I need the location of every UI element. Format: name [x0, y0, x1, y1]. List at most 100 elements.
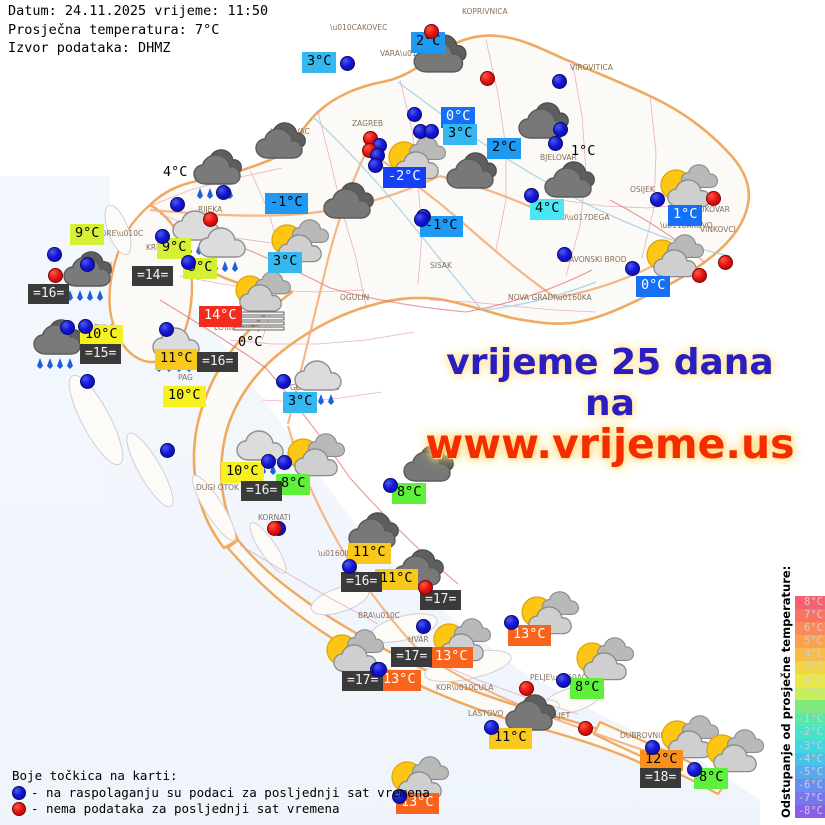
weather-icon-cloud-dark: [541, 159, 603, 203]
pressure-mark-label: =15=: [80, 344, 122, 364]
svg-text:BRA\u010C: BRA\u010C: [358, 611, 400, 620]
scale-segment: 1°C: [795, 687, 825, 701]
station-dot-available: [80, 257, 95, 272]
station-dot-available: [524, 188, 539, 203]
station-temperature-label: -1°C: [420, 216, 463, 237]
station-temperature-label: 12°C: [640, 750, 683, 771]
station-dot-available: [407, 107, 422, 122]
svg-text:SLAVONSKI BROD: SLAVONSKI BROD: [560, 255, 627, 264]
header-data-source: Izvor podataka: DHMZ: [8, 40, 171, 57]
weather-icon-sun-cloud: [570, 636, 636, 686]
station-dot-no-data: [519, 681, 534, 696]
station-temperature-label: 13°C: [430, 647, 473, 668]
scale-segment: 8°C: [795, 596, 825, 610]
pressure-mark-label: =16=: [241, 481, 283, 501]
header-info: Datum: 24.11.2025 vrijeme: 11:50 Prosječ…: [8, 2, 268, 58]
weather-icon-sun-cloud: [655, 714, 721, 764]
svg-text:VUKOVAR: VUKOVAR: [694, 205, 730, 214]
svg-text:PO\u017DEGA: PO\u017DEGA: [556, 213, 610, 222]
station-temperature-label: 3°C: [268, 252, 303, 273]
svg-text:PORE\u010C: PORE\u010C: [96, 229, 143, 238]
svg-text:\u010CAKOVEC: \u010CAKOVEC: [330, 23, 387, 32]
station-dot-available: [416, 619, 431, 634]
svg-text:VARA\u017DDIN: VARA\u017DDIN: [380, 49, 441, 58]
station-temperature-label: 9°C: [70, 224, 105, 245]
station-dot-available: [159, 322, 174, 337]
station-dot-no-data: [418, 580, 433, 595]
svg-text:\u0160IBENIK: \u0160IBENIK: [318, 549, 370, 558]
pressure-mark-label: =18=: [640, 768, 682, 788]
scale-segment: [795, 700, 825, 714]
station-dot-available: [645, 740, 660, 755]
pressure-mark-label: =14=: [132, 266, 174, 286]
station-dot-available: [424, 124, 439, 139]
pressure-mark-label: =17=: [391, 647, 433, 667]
station-dot-available: [548, 136, 563, 151]
weather-icon-cloud-dark: [252, 120, 314, 164]
station-temperature-label: 0°C: [238, 334, 263, 350]
station-dot-available: [277, 455, 292, 470]
weather-icon-sun-cloud: [281, 432, 347, 482]
station-temperature-label: 3°C: [283, 392, 318, 413]
legend-red-text: - nema podataka za posljednji sat vremen…: [31, 801, 340, 816]
station-dot-available: [625, 261, 640, 276]
station-dot-no-data: [267, 521, 282, 536]
station-dot-available: [556, 673, 571, 688]
station-temperature-label: -2°C: [383, 167, 426, 188]
station-dot-available: [78, 319, 93, 334]
legend-item-red: - nema podataka za posljednji sat vremen…: [12, 801, 430, 816]
scale-segment: 4°C: [795, 648, 825, 662]
station-temperature-label: 8°C: [570, 678, 605, 699]
station-dot-available: [340, 56, 355, 71]
scale-segment: 3°C: [795, 661, 825, 675]
legend-red-dot-icon: [12, 801, 26, 816]
pressure-mark-label: =17=: [420, 590, 462, 610]
station-dot-available: [276, 374, 291, 389]
svg-text:OGULIN: OGULIN: [340, 293, 369, 302]
svg-text:ZAGREB: ZAGREB: [352, 119, 383, 128]
station-dot-available: [392, 789, 407, 804]
station-temperature-label: 14°C: [199, 306, 242, 327]
svg-text:BJELOVAR: BJELOVAR: [540, 153, 577, 162]
station-temperature-label: 8°C: [276, 474, 311, 495]
station-dot-available: [553, 122, 568, 137]
station-temperature-label: 8°C: [392, 483, 427, 504]
station-temperature-label: 3°C: [443, 124, 478, 145]
temperature-deviation-scale: Odstupanje od prosječne temperature: 8°C…: [776, 566, 825, 818]
weather-icon-cloud-dark: [400, 443, 462, 487]
station-dot-available: [160, 443, 175, 458]
weather-icon-sun-cloud: [385, 755, 451, 805]
station-dot-available: [47, 247, 62, 262]
svg-text:HVAR: HVAR: [408, 635, 429, 644]
station-temperature-label: 11°C: [348, 543, 391, 564]
station-dot-no-data: [718, 255, 733, 270]
station-dot-available: [687, 762, 702, 777]
station-dot-available: [372, 662, 387, 677]
svg-text:DUGI OTOK: DUGI OTOK: [196, 483, 240, 492]
station-temperature-label: 10°C: [221, 462, 264, 483]
svg-text:PAG: PAG: [178, 373, 193, 382]
scale-segment: -2°C: [795, 726, 825, 740]
scale-color-bar: 8°C 7°C 6°C 5°C 4°C 3°C 2°C 1°C -1°C -2°C -3°C -4°C…: [795, 596, 825, 818]
station-dot-available: [557, 247, 572, 262]
svg-text:VINKOVCI: VINKOVCI: [700, 225, 736, 234]
station-dot-no-data: [424, 24, 439, 39]
station-dot-available: [650, 192, 665, 207]
station-dot-no-data: [48, 268, 63, 283]
weather-icon-sun-cloud: [700, 728, 766, 778]
pressure-mark-label: =16=: [28, 284, 70, 304]
station-dot-available: [60, 320, 75, 335]
svg-text:KORNATI: KORNATI: [258, 513, 291, 522]
scale-segment: 6°C: [795, 622, 825, 636]
station-temperature-label: 0°C: [441, 107, 476, 128]
svg-text:KRK: KRK: [146, 243, 162, 252]
station-temperature-label: 4°C: [530, 199, 565, 220]
station-dot-no-data: [578, 721, 593, 736]
station-dot-available: [484, 720, 499, 735]
station-temperature-label: 13°C: [378, 670, 421, 691]
header-average-temperature: Prosječna temperatura: 7°C: [8, 21, 220, 38]
station-temperature-label: 8°C: [694, 768, 729, 789]
scale-segment: -5°C: [795, 765, 825, 779]
station-temperature-label: 11°C: [155, 349, 198, 370]
